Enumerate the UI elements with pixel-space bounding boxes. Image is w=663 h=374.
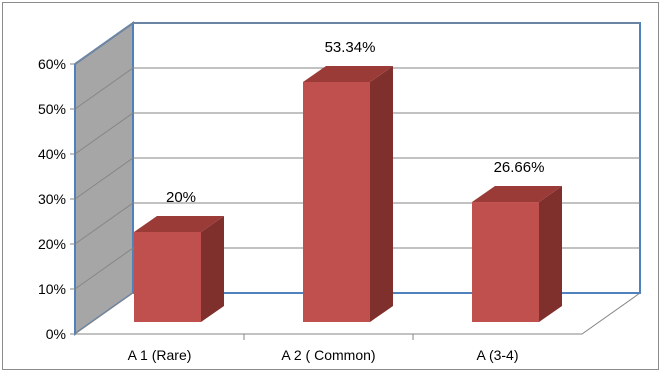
- y-tick-label: 50%: [38, 101, 66, 117]
- gridlines: [74, 22, 640, 290]
- y-tick-label: 20%: [38, 236, 66, 252]
- y-tick-label: 10%: [38, 281, 66, 297]
- gridline-60: [74, 22, 640, 65]
- bar: [303, 65, 393, 322]
- y-tick-label: 0%: [46, 326, 66, 342]
- y-tick-label: 30%: [38, 191, 66, 207]
- data-label: 20%: [166, 189, 196, 206]
- y-tick-label: 60%: [38, 56, 66, 72]
- bar-top: [134, 216, 224, 232]
- gridline-30: [74, 157, 640, 200]
- gridline-50: [74, 67, 640, 110]
- bar-side: [370, 65, 393, 322]
- labels: 20% A 1 (Rare) 53.34% A 2 ( Common) 26.66% A …: [128, 39, 545, 363]
- axes: 0% 10% 20% 30% 40% 50% 60%: [38, 56, 582, 342]
- y-tick-label: 40%: [38, 146, 66, 162]
- bar-top: [472, 186, 562, 203]
- data-label: 26.66%: [494, 159, 545, 176]
- data-label: 53.34%: [325, 39, 376, 56]
- gridline-20: [74, 202, 640, 245]
- bar: [134, 216, 224, 322]
- x-tick-label: A 1 (Rare): [128, 347, 192, 363]
- bar-top: [303, 65, 393, 82]
- bar-side: [539, 186, 562, 322]
- bar-front: [472, 202, 539, 322]
- bar-side: [201, 216, 224, 322]
- bars: [134, 65, 562, 322]
- bar-front: [303, 81, 370, 322]
- x-tick-label: A (3-4): [476, 347, 518, 363]
- bar: [472, 186, 562, 322]
- gridline-40: [74, 112, 640, 155]
- x-tick-label: A 2 ( Common): [281, 347, 375, 363]
- gridline-10: [74, 247, 640, 290]
- bar-front: [134, 232, 201, 322]
